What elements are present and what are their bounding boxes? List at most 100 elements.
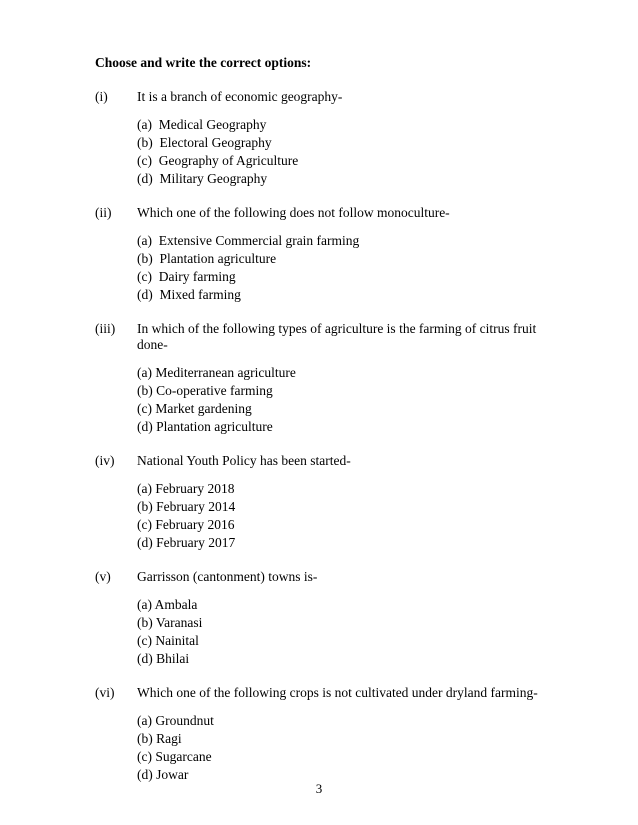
option-label: (b) — [137, 499, 153, 515]
option-item: (c) Nainital — [137, 633, 568, 649]
question-number: (vi) — [95, 685, 137, 701]
option-label: (a) — [137, 713, 152, 729]
option-item: (a) Ambala — [137, 597, 568, 613]
option-text: February 2018 — [155, 481, 234, 496]
question-text: Which one of the following does not foll… — [137, 205, 568, 221]
option-item: (b) Electoral Geography — [137, 135, 568, 151]
option-text: February 2014 — [156, 499, 235, 514]
option-item: (d) Mixed farming — [137, 287, 568, 303]
option-text: Geography of Agriculture — [159, 153, 298, 168]
option-text: Bhilai — [156, 651, 189, 666]
question-text: It is a branch of economic geography- — [137, 89, 568, 105]
option-label: (c) — [137, 749, 152, 765]
option-text: Extensive Commercial grain farming — [159, 233, 360, 248]
question-block: (ii)Which one of the following does not … — [95, 205, 568, 303]
option-item: (c) Geography of Agriculture — [137, 153, 568, 169]
question-block: (i)It is a branch of economic geography-… — [95, 89, 568, 187]
option-label: (b) — [137, 251, 153, 267]
question-block: (v)Garrisson (cantonment) towns is- (a) A… — [95, 569, 568, 667]
option-label: (a) — [137, 233, 152, 249]
option-text: Co-operative farming — [156, 383, 273, 398]
option-text: Ambala — [155, 597, 198, 612]
question-block: (vi)Which one of the following crops is … — [95, 685, 568, 783]
question-number: (iii) — [95, 321, 137, 337]
question-text: In which of the following types of agric… — [137, 321, 568, 353]
option-label: (d) — [137, 651, 153, 667]
option-text: Mixed farming — [160, 287, 241, 302]
option-text: Medical Geography — [159, 117, 267, 132]
option-item: (d) February 2017 — [137, 535, 568, 551]
option-label: (b) — [137, 383, 153, 399]
option-item: (b) Varanasi — [137, 615, 568, 631]
option-text: Nainital — [155, 633, 199, 648]
option-text: Mediterranean agriculture — [155, 365, 296, 380]
option-text: Electoral Geography — [160, 135, 272, 150]
option-label: (c) — [137, 153, 152, 169]
option-item: (c) Market gardening — [137, 401, 568, 417]
options-list: (a) Ambala(b) Varanasi(c) Nainital(d) Bh… — [137, 597, 568, 667]
options-list: (a) Mediterranean agriculture(b) Co-oper… — [137, 365, 568, 435]
option-label: (a) — [137, 481, 152, 497]
option-item: (d) Plantation agriculture — [137, 419, 568, 435]
option-label: (a) — [137, 365, 152, 381]
question-text: Garrisson (cantonment) towns is- — [137, 569, 568, 585]
option-label: (d) — [137, 287, 153, 303]
option-item: (b) February 2014 — [137, 499, 568, 515]
question-number: (i) — [95, 89, 137, 105]
option-label: (d) — [137, 535, 153, 551]
option-label: (c) — [137, 633, 152, 649]
option-item: (a) Mediterranean agriculture — [137, 365, 568, 381]
option-item: (a) February 2018 — [137, 481, 568, 497]
question-row: (v)Garrisson (cantonment) towns is- — [95, 569, 568, 585]
option-text: Ragi — [156, 731, 182, 746]
option-text: Varanasi — [156, 615, 202, 630]
option-text: Sugarcane — [155, 749, 211, 764]
option-text: Dairy farming — [159, 269, 236, 284]
option-item: (a) Extensive Commercial grain farming — [137, 233, 568, 249]
option-item: (a) Medical Geography — [137, 117, 568, 133]
option-text: Groundnut — [155, 713, 214, 728]
question-row: (iii)In which of the following types of … — [95, 321, 568, 353]
question-row: (i)It is a branch of economic geography- — [95, 89, 568, 105]
option-label: (d) — [137, 171, 153, 187]
page-number: 3 — [0, 781, 638, 797]
option-label: (c) — [137, 401, 152, 417]
option-item: (c) February 2016 — [137, 517, 568, 533]
options-list: (a) Medical Geography (b) Electoral Geogr… — [137, 117, 568, 187]
question-row: (vi)Which one of the following crops is … — [95, 685, 568, 701]
question-text: Which one of the following crops is not … — [137, 685, 568, 701]
question-row: (iv)National Youth Policy has been start… — [95, 453, 568, 469]
page-content: Choose and write the correct options: (i… — [0, 0, 638, 783]
option-label: (c) — [137, 269, 152, 285]
option-text: February 2016 — [155, 517, 234, 532]
question-block: (iii)In which of the following types of … — [95, 321, 568, 435]
option-text: Military Geography — [160, 171, 268, 186]
option-label: (b) — [137, 731, 153, 747]
questions-container: (i)It is a branch of economic geography-… — [95, 89, 568, 783]
option-label: (d) — [137, 419, 153, 435]
options-list: (a) Groundnut(b) Ragi(c) Sugarcane(d) Jo… — [137, 713, 568, 783]
option-label: (a) — [137, 597, 152, 613]
option-text: Plantation agriculture — [160, 251, 277, 266]
option-label: (c) — [137, 517, 152, 533]
question-number: (ii) — [95, 205, 137, 221]
options-list: (a) February 2018(b) February 2014(c) Fe… — [137, 481, 568, 551]
question-row: (ii)Which one of the following does not … — [95, 205, 568, 221]
option-item: (b) Plantation agriculture — [137, 251, 568, 267]
question-number: (v) — [95, 569, 137, 585]
option-item: (d) Bhilai — [137, 651, 568, 667]
option-item: (d) Military Geography — [137, 171, 568, 187]
options-list: (a) Extensive Commercial grain farming (b… — [137, 233, 568, 303]
question-text: National Youth Policy has been started- — [137, 453, 568, 469]
option-label: (b) — [137, 135, 153, 151]
option-text: Jowar — [156, 767, 188, 782]
option-label: (a) — [137, 117, 152, 133]
option-item: (b) Co-operative farming — [137, 383, 568, 399]
option-item: (b) Ragi — [137, 731, 568, 747]
option-text: Plantation agriculture — [156, 419, 273, 434]
option-item: (c) Dairy farming — [137, 269, 568, 285]
question-block: (iv)National Youth Policy has been start… — [95, 453, 568, 551]
option-text: February 2017 — [156, 535, 235, 550]
instruction-heading: Choose and write the correct options: — [95, 55, 568, 71]
option-item: (a) Groundnut — [137, 713, 568, 729]
